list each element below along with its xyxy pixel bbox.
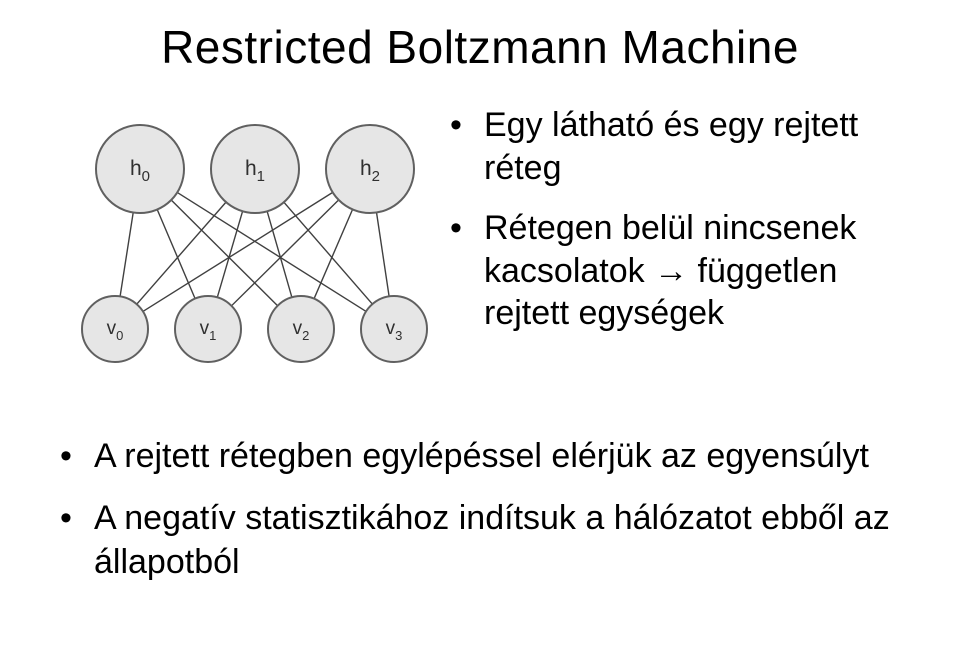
- rbm-diagram: h0h1h2v0v1v2v3: [60, 94, 450, 394]
- side-bullet-list: •Egy látható és egy rejtett réteg•Rétege…: [450, 104, 900, 353]
- slide-title: Restricted Boltzmann Machine: [60, 20, 900, 74]
- lower-bullet-text: A rejtett rétegben egylépéssel elérjük a…: [94, 434, 900, 478]
- side-bullet-text: Egy látható és egy rejtett réteg: [484, 104, 900, 189]
- lower-bullet-text: A negatív statisztikához indítsuk a háló…: [94, 496, 900, 584]
- side-bullet-text: Rétegen belül nincsenek kacsolatok → füg…: [484, 207, 900, 335]
- slide: Restricted Boltzmann Machine h0h1h2v0v1v…: [0, 0, 960, 652]
- bullet-dot: •: [450, 104, 484, 189]
- bullet-dot: •: [450, 207, 484, 335]
- rbm-svg: h0h1h2v0v1v2v3: [60, 94, 450, 394]
- side-bullet-item: •Egy látható és egy rejtett réteg: [450, 104, 900, 189]
- bullet-dot: •: [60, 434, 94, 478]
- upper-region: h0h1h2v0v1v2v3 •Egy látható és egy rejte…: [60, 94, 900, 394]
- bullet-dot: •: [60, 496, 94, 584]
- lower-bullet-list: •A rejtett rétegben egylépéssel elérjük …: [60, 434, 900, 585]
- lower-bullet-item: •A rejtett rétegben egylépéssel elérjük …: [60, 434, 900, 478]
- side-bullet-item: •Rétegen belül nincsenek kacsolatok → fü…: [450, 207, 900, 335]
- lower-bullet-item: •A negatív statisztikához indítsuk a hál…: [60, 496, 900, 584]
